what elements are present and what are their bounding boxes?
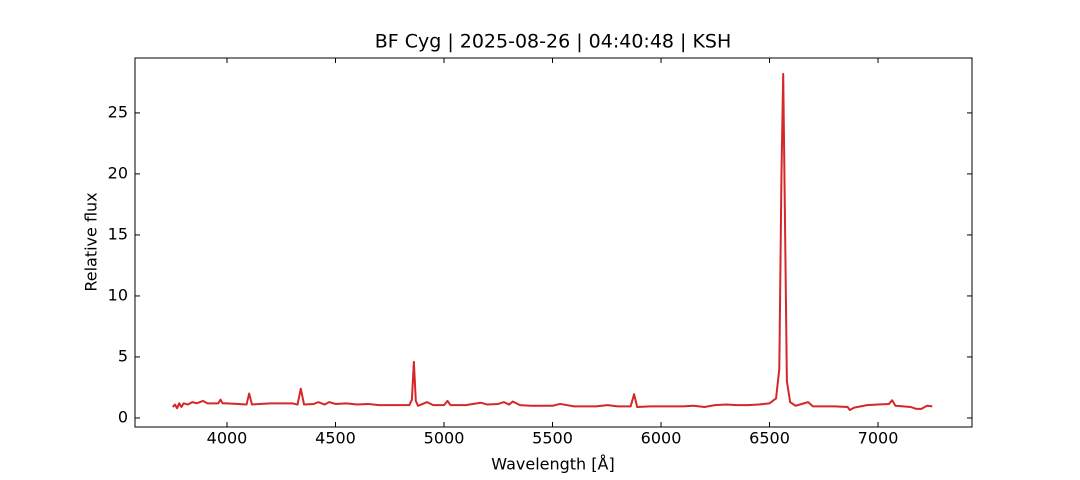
x-tick-label: 4500 xyxy=(315,429,356,448)
x-tick-label: 4000 xyxy=(207,429,248,448)
chart-title: BF Cyg | 2025-08-26 | 04:40:48 | KSH xyxy=(375,31,732,53)
y-axis-label: Relative flux xyxy=(82,192,101,291)
y-tick-label: 15 xyxy=(108,224,128,243)
x-tick-label: 5500 xyxy=(532,429,573,448)
x-tick-label: 6000 xyxy=(641,429,682,448)
x-tick-label: 5000 xyxy=(424,429,465,448)
y-tick-label: 20 xyxy=(108,163,128,182)
x-tick-label: 7000 xyxy=(858,429,899,448)
y-tick-label: 5 xyxy=(118,346,128,365)
x-tick-label: 6500 xyxy=(749,429,790,448)
y-tick-label: 0 xyxy=(118,407,128,426)
x-axis-label: Wavelength [Å] xyxy=(491,455,614,474)
y-tick-label: 25 xyxy=(108,102,128,121)
plot-frame xyxy=(134,57,973,428)
spectrum-line xyxy=(172,72,933,412)
y-tick-label: 10 xyxy=(108,285,128,304)
